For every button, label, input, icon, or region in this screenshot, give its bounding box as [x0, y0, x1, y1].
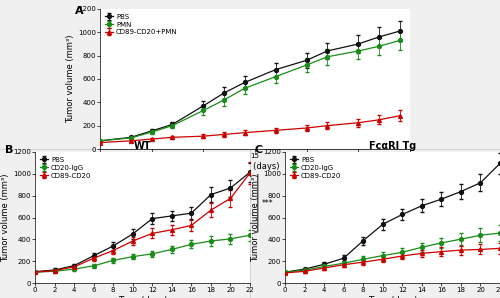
Legend: PBS, PMN, CD89-CD20+PMN: PBS, PMN, CD89-CD20+PMN [104, 13, 179, 37]
Title: WT: WT [134, 141, 151, 151]
Text: A: A [75, 6, 84, 16]
Legend: PBS, CD20-IgG, CD89-CD20: PBS, CD20-IgG, CD89-CD20 [38, 156, 92, 180]
Y-axis label: Tumor volume (mm³): Tumor volume (mm³) [1, 173, 10, 262]
Text: B: B [5, 145, 14, 156]
Y-axis label: Tumor volume (mm³): Tumor volume (mm³) [66, 35, 75, 123]
Title: FcαRI Tg: FcαRI Tg [369, 141, 416, 151]
X-axis label: Time (days): Time (days) [230, 162, 280, 171]
Text: C: C [255, 145, 263, 156]
Legend: PBS, CD20-IgG, CD89-CD20: PBS, CD20-IgG, CD89-CD20 [288, 156, 343, 180]
Text: ***: *** [262, 199, 274, 208]
X-axis label: Time (days): Time (days) [368, 296, 417, 298]
X-axis label: Time (days): Time (days) [118, 296, 167, 298]
Y-axis label: Tumor volume (mm³): Tumor volume (mm³) [251, 173, 260, 262]
